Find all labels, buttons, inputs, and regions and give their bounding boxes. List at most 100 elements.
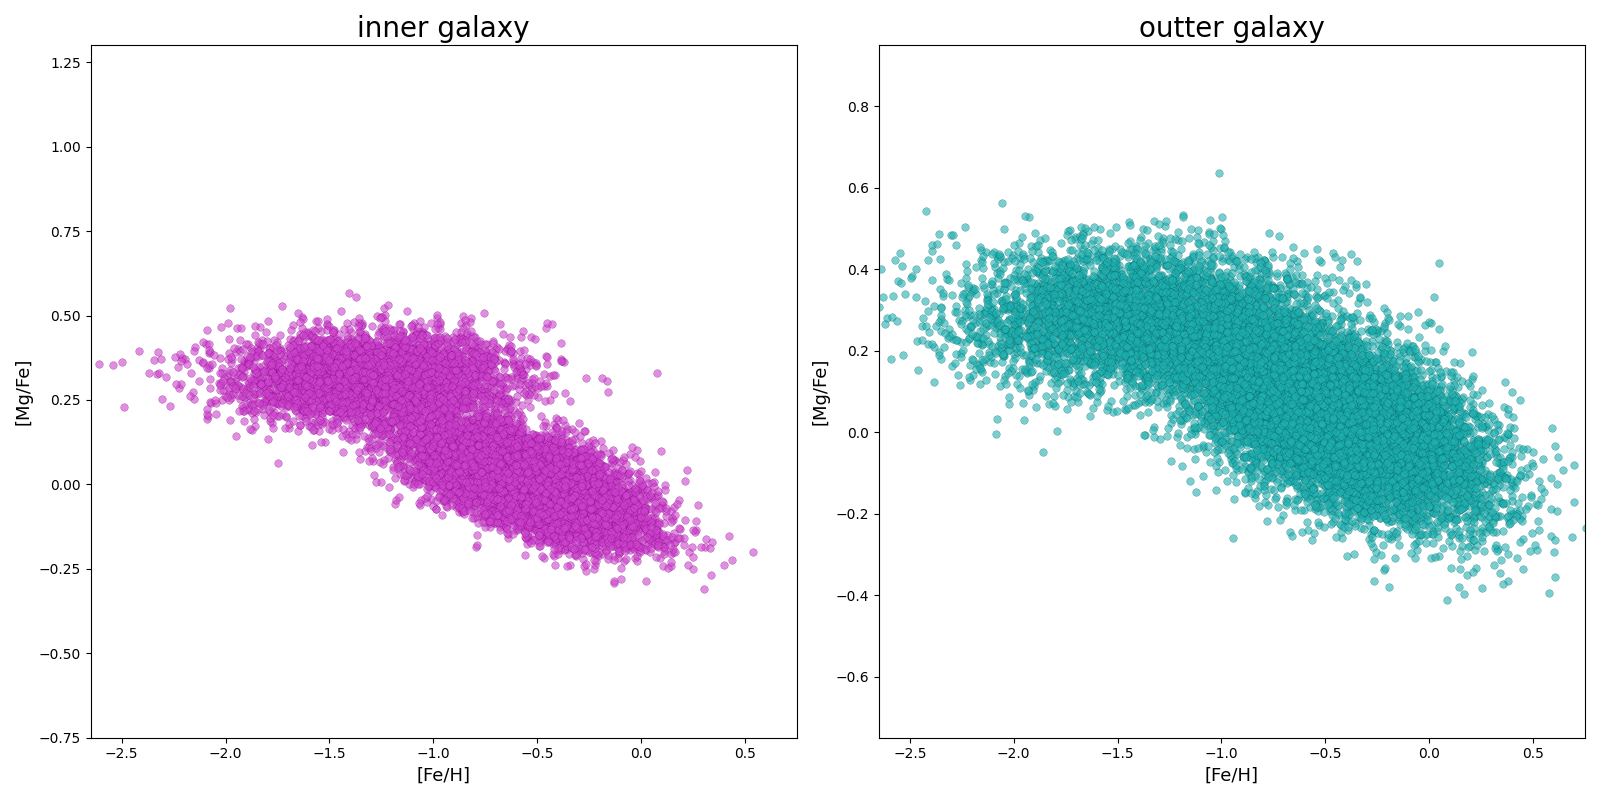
Point: [1320, 390, 1346, 402]
Point: [1320, 383, 1346, 396]
Point: [942, 356, 968, 369]
Point: [1333, 500, 1358, 513]
Point: [1309, 318, 1334, 331]
Point: [483, 446, 509, 458]
Point: [1222, 391, 1248, 404]
Point: [571, 486, 597, 499]
Point: [1354, 376, 1379, 389]
Point: [362, 336, 387, 349]
Point: [486, 388, 512, 401]
Point: [504, 451, 530, 464]
Point: [534, 469, 560, 482]
Point: [1099, 341, 1125, 354]
Point: [1451, 497, 1477, 510]
Point: [498, 346, 523, 359]
Point: [1299, 357, 1325, 370]
Point: [1158, 314, 1184, 327]
Point: [1230, 391, 1256, 404]
Point: [1088, 358, 1114, 371]
Point: [1336, 437, 1362, 450]
Point: [1280, 369, 1306, 382]
Point: [1262, 398, 1288, 410]
Point: [1365, 412, 1390, 425]
Point: [1286, 378, 1312, 391]
Point: [597, 532, 622, 545]
Point: [1395, 418, 1421, 430]
Point: [243, 378, 269, 391]
Point: [1392, 467, 1418, 480]
Point: [1115, 237, 1141, 250]
Point: [1392, 390, 1418, 403]
Point: [1410, 414, 1435, 426]
Point: [408, 406, 434, 419]
Point: [1328, 452, 1354, 465]
Point: [1258, 348, 1283, 361]
Point: [1227, 330, 1253, 342]
Point: [1264, 374, 1290, 386]
Point: [1371, 392, 1397, 405]
Point: [1347, 464, 1373, 477]
Point: [1355, 390, 1381, 403]
Point: [1168, 375, 1194, 388]
Point: [397, 354, 422, 366]
Point: [515, 461, 541, 474]
Point: [1325, 378, 1350, 390]
Point: [576, 469, 602, 482]
Point: [554, 501, 579, 514]
Point: [1331, 402, 1357, 415]
Point: [1309, 430, 1334, 442]
Point: [1278, 416, 1304, 429]
Point: [442, 459, 467, 472]
Point: [1307, 392, 1333, 405]
Point: [1312, 375, 1338, 388]
Point: [546, 441, 571, 454]
Point: [1270, 430, 1296, 443]
Point: [531, 475, 557, 488]
Point: [566, 472, 592, 485]
Point: [350, 365, 376, 378]
Point: [405, 438, 430, 450]
Point: [384, 354, 410, 367]
Point: [528, 461, 554, 474]
Point: [501, 458, 526, 471]
Point: [1181, 337, 1206, 350]
Point: [1234, 382, 1259, 395]
Point: [1424, 454, 1450, 466]
Point: [557, 457, 582, 470]
Point: [1083, 298, 1109, 310]
Point: [1285, 370, 1310, 383]
Point: [1376, 414, 1402, 427]
Point: [594, 532, 619, 545]
Point: [1280, 386, 1306, 398]
Point: [478, 494, 504, 507]
Point: [1122, 310, 1147, 322]
Point: [530, 511, 555, 524]
Point: [1029, 284, 1054, 297]
Point: [510, 441, 536, 454]
Point: [570, 453, 595, 466]
Point: [1243, 345, 1269, 358]
Point: [514, 475, 539, 488]
Point: [1298, 411, 1323, 424]
Point: [1354, 451, 1379, 464]
Point: [1256, 384, 1282, 397]
Point: [1469, 522, 1494, 534]
Point: [981, 357, 1006, 370]
Point: [1518, 489, 1544, 502]
Point: [379, 410, 405, 422]
Point: [1288, 422, 1314, 434]
Point: [424, 382, 450, 395]
Point: [430, 422, 456, 434]
Point: [1274, 350, 1299, 363]
Point: [571, 442, 597, 455]
Point: [274, 386, 299, 399]
Point: [1080, 291, 1106, 304]
Point: [1334, 442, 1360, 454]
Point: [621, 512, 646, 525]
Point: [360, 406, 386, 419]
Point: [427, 374, 453, 386]
Point: [582, 496, 608, 509]
Point: [405, 371, 430, 384]
Point: [526, 466, 552, 479]
Point: [1051, 350, 1077, 363]
